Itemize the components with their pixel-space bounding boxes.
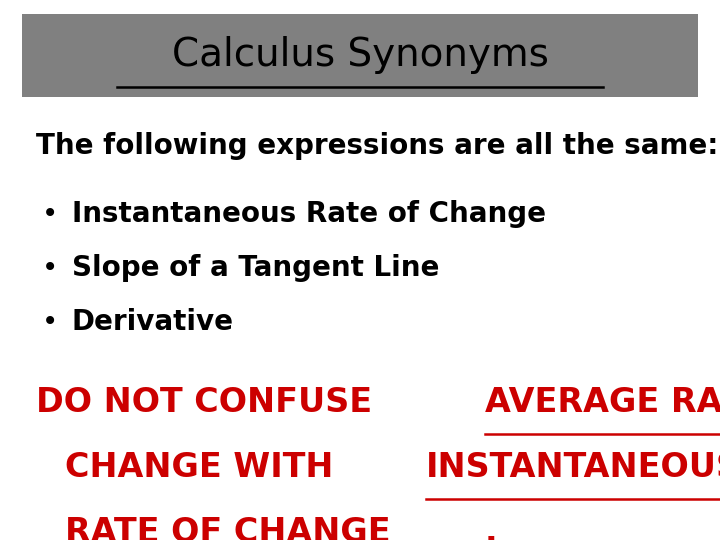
Text: Calculus Synonyms: Calculus Synonyms [171, 36, 549, 75]
Text: •: • [42, 308, 58, 336]
Text: CHANGE WITH: CHANGE WITH [65, 451, 345, 484]
Bar [22, 14, 698, 97]
Text: .: . [485, 516, 498, 540]
Text: •: • [42, 200, 58, 228]
Text: The following expressions are all the same:: The following expressions are all the sa… [36, 132, 719, 160]
Text: INSTANTANEOUS: INSTANTANEOUS [426, 451, 720, 484]
Text: Instantaneous Rate of Change: Instantaneous Rate of Change [72, 200, 546, 228]
Text: Slope of a Tangent Line: Slope of a Tangent Line [72, 254, 439, 282]
Text: DO NOT CONFUSE: DO NOT CONFUSE [36, 386, 384, 419]
Text: RATE OF CHANGE: RATE OF CHANGE [65, 516, 390, 540]
Text: •: • [42, 254, 58, 282]
Text: AVERAGE RATE OF: AVERAGE RATE OF [485, 386, 720, 419]
Text: Derivative: Derivative [72, 308, 234, 336]
